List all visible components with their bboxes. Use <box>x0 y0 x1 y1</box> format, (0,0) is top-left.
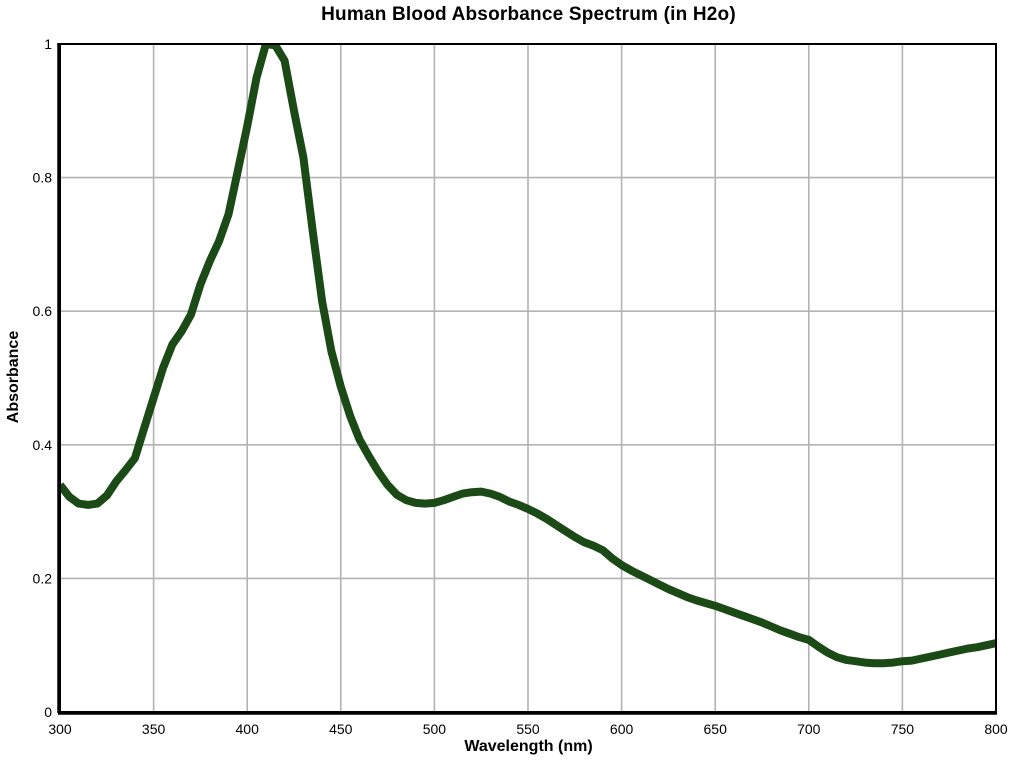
x-tick-label-800: 800 <box>984 721 1008 737</box>
x-tick-label-300: 300 <box>48 721 72 737</box>
y-tick-label-0: 0 <box>44 704 52 720</box>
x-tick-label-700: 700 <box>797 721 821 737</box>
x-tick-label-600: 600 <box>610 721 634 737</box>
x-tick-label-400: 400 <box>236 721 260 737</box>
y-tick-label-0.8: 0.8 <box>33 170 53 186</box>
x-tick-label-750: 750 <box>891 721 915 737</box>
y-tick-label-0.4: 0.4 <box>33 437 53 453</box>
x-axis-title: Wavelength (nm) <box>464 738 593 755</box>
series-line-0 <box>60 44 996 668</box>
y-tick-label-0.2: 0.2 <box>33 570 53 586</box>
x-tick-label-650: 650 <box>704 721 728 737</box>
chart-title: Human Blood Absorbance Spectrum (in H2o) <box>321 4 736 25</box>
x-tick-label-550: 550 <box>516 721 540 737</box>
x-tick-label-500: 500 <box>423 721 447 737</box>
y-tick-label-0.6: 0.6 <box>33 303 53 319</box>
x-tick-label-350: 350 <box>142 721 166 737</box>
x-tick-label-450: 450 <box>329 721 353 737</box>
y-tick-label-1: 1 <box>44 36 52 52</box>
y-axis-title: Absorbance <box>5 330 22 424</box>
